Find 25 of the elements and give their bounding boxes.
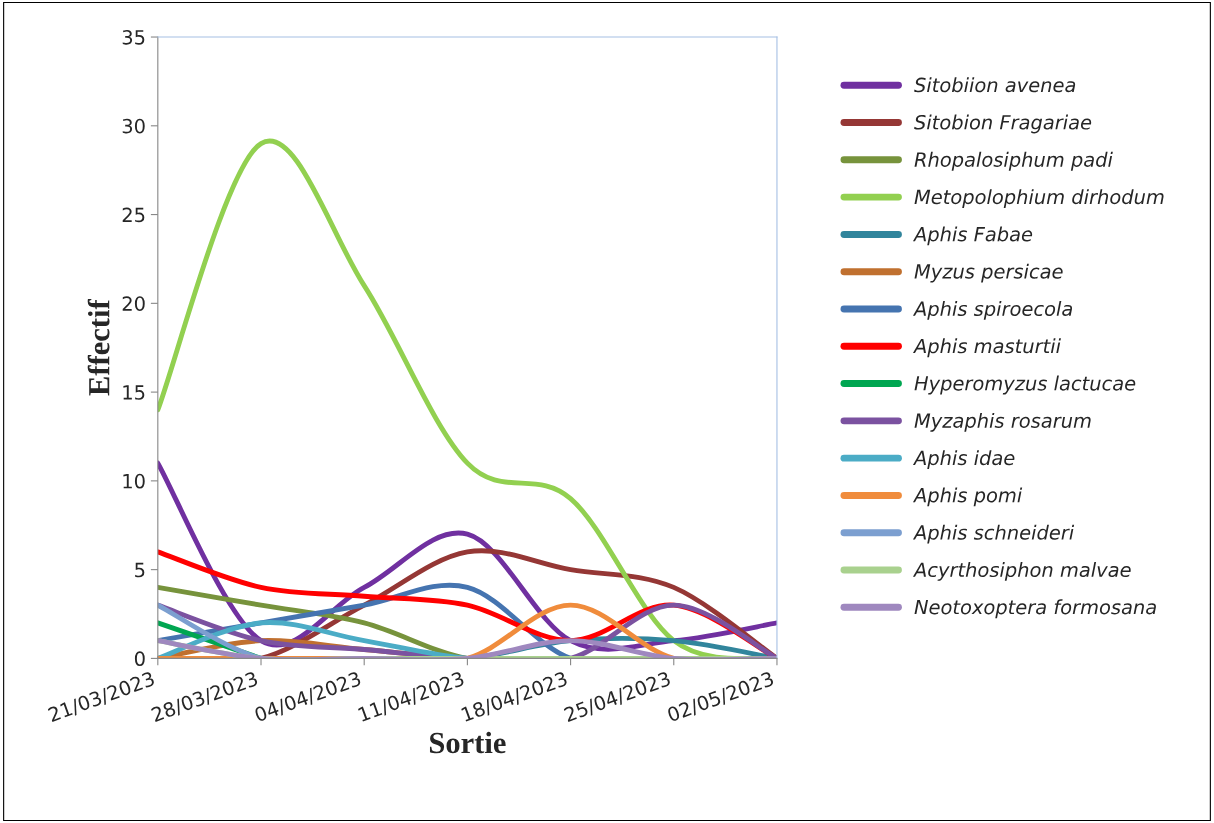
legend-label: Aphis spiroecola	[912, 301, 1073, 320]
legend-label: Myzaphis rosarum	[914, 412, 1091, 432]
legend-label: Metopolophium dirhodum	[914, 189, 1164, 208]
y-tick-label: 15	[123, 385, 145, 400]
legend-label: Myzus persicae	[914, 263, 1063, 283]
legend-label: Aphis Fabae	[912, 226, 1033, 246]
y-tick-label: 10	[123, 473, 145, 489]
legend-label: Rhopalosiphum padi	[914, 151, 1113, 171]
legend-label: Neotoxoptera formosana	[914, 599, 1156, 619]
y-tick-label: 5	[135, 562, 145, 578]
legend-label: Sitobion Fragariae	[914, 114, 1092, 134]
x-axis-title: Sortie	[429, 731, 506, 754]
legend-label: Hyperomyzus lactucae	[914, 375, 1136, 395]
y-tick-label: 20	[122, 296, 145, 311]
y-axis-title: Effectif	[87, 299, 110, 396]
legend-label: Aphis schneideri	[912, 524, 1075, 544]
legend-label: Aphis pomi	[912, 487, 1023, 507]
y-tick-label: 25	[122, 207, 145, 223]
y-tick-label: 35	[122, 29, 145, 45]
legend-label: Sitobiion avenea	[914, 77, 1076, 93]
y-tick-label: 30	[122, 118, 145, 134]
legend-label: Aphis masturtii	[912, 338, 1061, 358]
legend-label: Acyrthosiphon malvae	[912, 562, 1131, 581]
y-tick-label: 0	[134, 651, 145, 667]
legend-label: Aphis idae	[912, 450, 1015, 469]
